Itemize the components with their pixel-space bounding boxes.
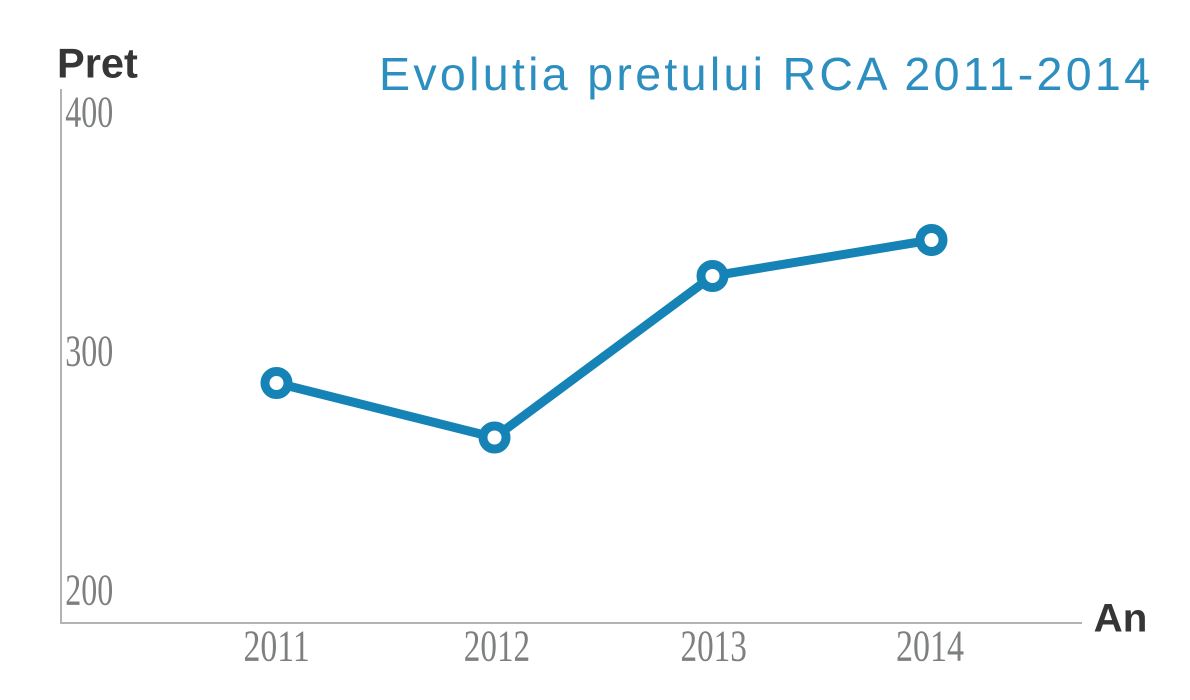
svg-text:Evolutia pretului RCA 2011-201: Evolutia pretului RCA 2011-2014 bbox=[379, 48, 1150, 100]
svg-text:2011: 2011 bbox=[244, 621, 310, 671]
svg-text:300: 300 bbox=[65, 325, 113, 375]
svg-text:2013: 2013 bbox=[681, 621, 747, 671]
svg-text:An: An bbox=[1094, 596, 1148, 641]
svg-text:2012: 2012 bbox=[464, 621, 530, 671]
svg-text:Pret: Pret bbox=[57, 39, 138, 86]
svg-text:400: 400 bbox=[65, 87, 113, 137]
svg-text:200: 200 bbox=[65, 564, 113, 614]
svg-text:2014: 2014 bbox=[896, 621, 964, 671]
